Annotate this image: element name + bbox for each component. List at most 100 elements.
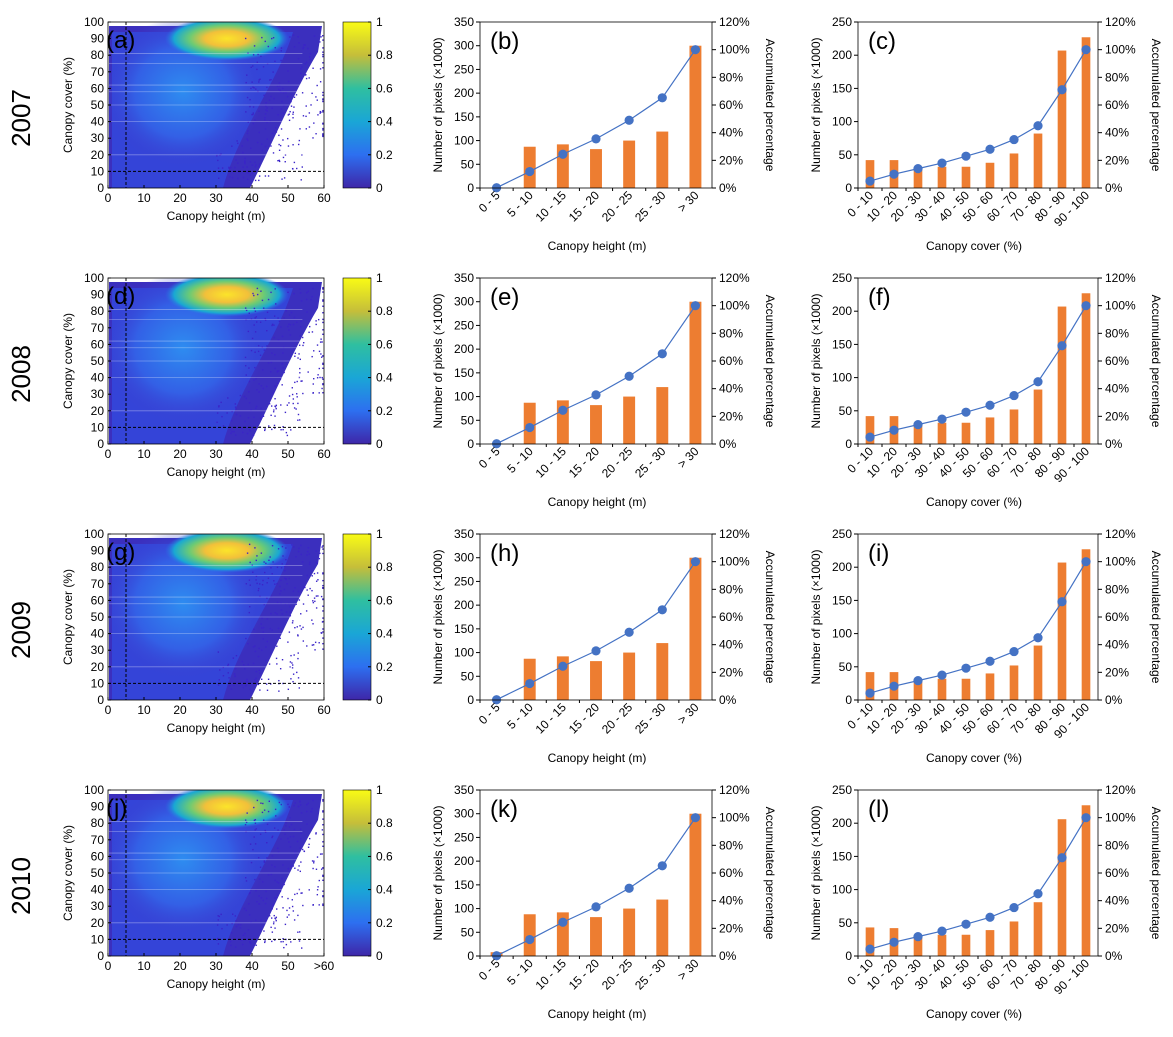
outlier-dot	[297, 634, 299, 636]
outlier-dot	[296, 321, 298, 324]
y-tick-label: 30	[91, 899, 105, 913]
outlier-dot	[322, 62, 324, 64]
outlier-dot	[271, 132, 274, 134]
outlier-dot	[288, 323, 290, 325]
outlier-dot	[244, 37, 247, 40]
y-tick-label: 90	[91, 32, 105, 46]
outlier-dot	[242, 176, 245, 179]
outlier-dot	[315, 323, 317, 326]
outlier-dot	[317, 886, 319, 888]
cumulative-point	[657, 93, 667, 103]
outlier-dot	[252, 662, 255, 665]
outlier-dot	[255, 828, 257, 830]
outlier-dot	[276, 85, 279, 87]
outlier-dot	[278, 320, 281, 323]
outlier-dot	[246, 132, 249, 135]
outlier-dot	[245, 880, 248, 882]
outlier-dot	[258, 81, 260, 83]
outlier-dot	[256, 293, 259, 296]
outlier-dot	[311, 807, 313, 810]
y-tick-label: 250	[832, 271, 852, 285]
outlier-dot	[252, 106, 255, 108]
colorbar-tick-label: 1	[376, 783, 383, 797]
outlier-dot	[318, 557, 321, 560]
outlier-dot	[253, 836, 255, 838]
outlier-dot	[300, 380, 302, 382]
x-tick-label: 0 - 5	[476, 444, 503, 471]
outlier-dot	[301, 92, 304, 94]
outlier-dot	[287, 837, 289, 840]
outlier-dot	[252, 571, 254, 573]
density-peak	[164, 790, 289, 829]
outlier-dot	[274, 918, 277, 920]
outlier-dot	[270, 595, 273, 598]
outlier-dot	[275, 916, 278, 919]
outlier-dot	[298, 353, 300, 355]
bar	[556, 144, 569, 188]
outlier-dot	[293, 654, 295, 656]
x-tick-label: 0	[105, 959, 112, 973]
outlier-dot	[278, 90, 281, 92]
x-tick-label: 25 - 30	[632, 188, 669, 225]
y-tick-label: 60	[91, 849, 105, 863]
outlier-dot	[283, 946, 285, 949]
outlier-dot	[248, 391, 250, 393]
outlier-dot	[322, 895, 324, 898]
outlier-dot	[288, 826, 291, 828]
cumulative-point	[961, 151, 971, 161]
bar	[689, 557, 702, 700]
outlier-dot	[278, 149, 281, 152]
x-tick-label: > 30	[675, 444, 702, 471]
cumulative-point	[1081, 813, 1091, 823]
bar	[590, 661, 602, 700]
outlier-dot	[300, 72, 302, 74]
outlier-dot	[271, 864, 273, 866]
cumulative-point	[558, 661, 568, 671]
outlier-dot	[292, 117, 294, 119]
outlier-dot	[295, 94, 298, 96]
outlier-dot	[322, 300, 324, 302]
outlier-dot	[322, 111, 324, 113]
outlier-dot	[274, 406, 277, 408]
cumulative-point	[1033, 377, 1043, 387]
outlier-dot	[320, 353, 322, 355]
outlier-dot	[272, 152, 275, 154]
outlier-dot	[255, 378, 257, 380]
outlier-dot	[270, 405, 273, 407]
outlier-dot	[244, 365, 247, 367]
outlier-dot	[252, 122, 255, 125]
outlier-dot	[244, 932, 246, 935]
x-tick-label: 10	[137, 959, 151, 973]
outlier-dot	[285, 91, 287, 94]
x-tick-label: 50	[281, 191, 295, 205]
outlier-dot	[303, 585, 305, 588]
outlier-dot	[284, 154, 287, 156]
y2-tick-label: 20%	[1105, 921, 1129, 935]
outlier-dot	[252, 54, 255, 56]
outlier-dot	[217, 159, 219, 162]
cumulative-point	[985, 144, 995, 154]
y2-tick-label: 20%	[719, 409, 743, 423]
outlier-dot	[252, 646, 255, 648]
x-tick-label: 10	[137, 447, 151, 461]
outlier-dot	[282, 352, 284, 354]
cumulative-point	[889, 169, 899, 179]
outlier-dot	[319, 41, 321, 43]
outlier-dot	[275, 404, 278, 407]
cumulative-point	[961, 919, 971, 929]
outlier-dot	[309, 56, 311, 58]
outlier-dot	[320, 338, 322, 340]
outlier-dot	[282, 367, 284, 369]
outlier-dot	[264, 317, 266, 320]
outlier-dot	[299, 288, 301, 290]
outlier-dot	[226, 924, 228, 926]
outlier-dot	[322, 545, 324, 547]
outlier-dot	[244, 162, 246, 165]
outlier-dot	[277, 114, 279, 116]
outlier-dot	[218, 679, 220, 681]
outlier-dot	[314, 600, 316, 603]
outlier-dot	[309, 52, 312, 55]
outlier-dot	[295, 852, 297, 854]
outlier-dot	[247, 929, 250, 931]
outlier-dot	[297, 357, 299, 359]
